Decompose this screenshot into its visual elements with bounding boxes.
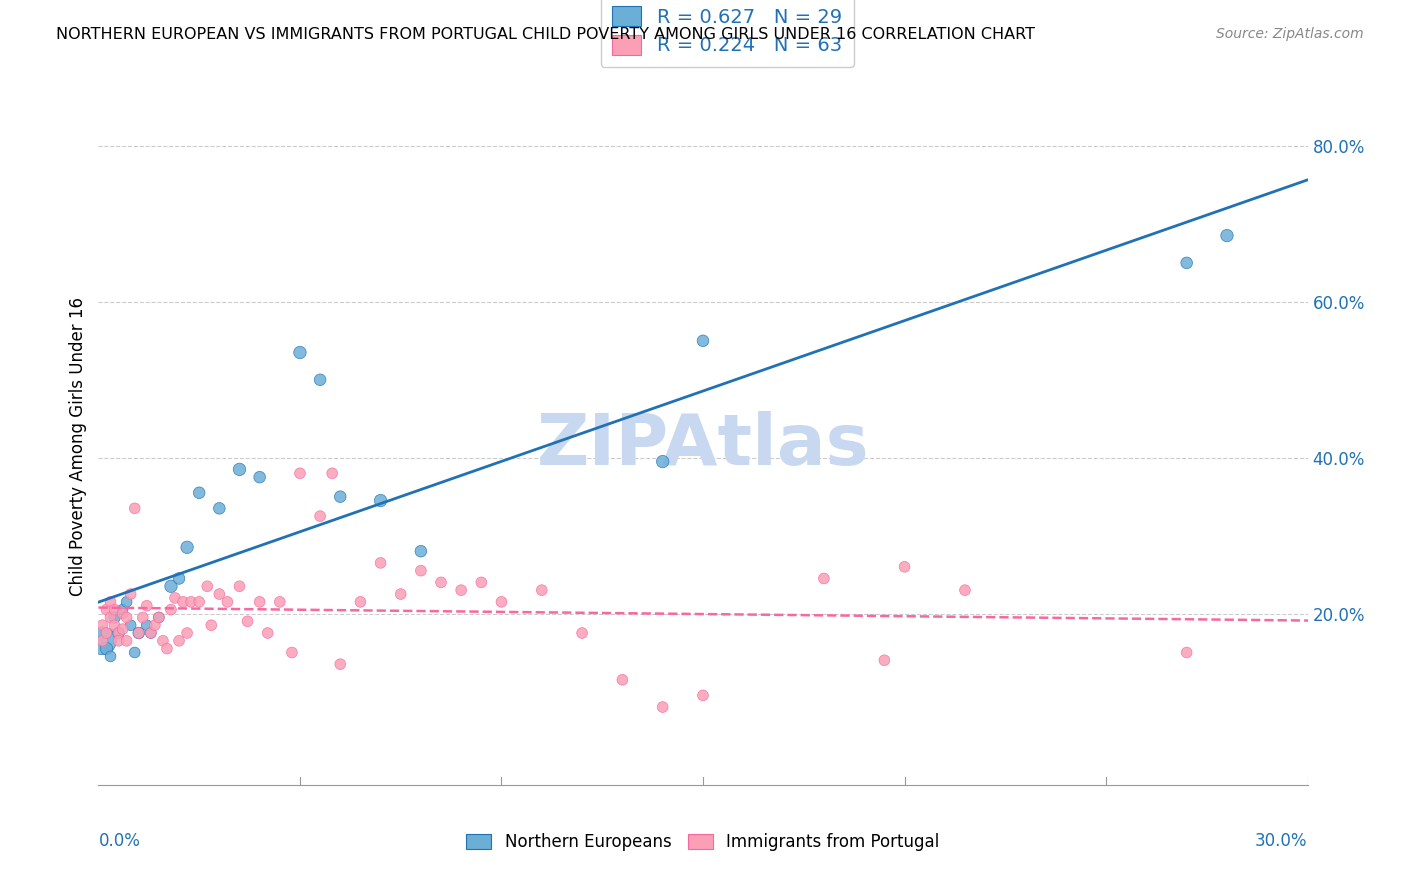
- Point: [91, 633, 114, 648]
- Point: [176, 541, 198, 555]
- Point: [132, 610, 155, 624]
- Point: [167, 633, 190, 648]
- Point: [163, 591, 186, 605]
- Point: [188, 485, 211, 500]
- Point: [269, 595, 291, 609]
- Point: [370, 493, 392, 508]
- Point: [530, 583, 553, 598]
- Y-axis label: Child Poverty Among Girls Under 16: Child Poverty Among Girls Under 16: [69, 296, 87, 596]
- Point: [111, 602, 134, 616]
- Point: [91, 633, 114, 648]
- Point: [148, 610, 170, 624]
- Point: [281, 645, 304, 659]
- Legend: Northern Europeans, Immigrants from Portugal: Northern Europeans, Immigrants from Port…: [460, 827, 946, 858]
- Point: [409, 544, 432, 558]
- Point: [135, 618, 157, 632]
- Text: Source: ZipAtlas.com: Source: ZipAtlas.com: [1216, 27, 1364, 41]
- Point: [309, 373, 332, 387]
- Point: [96, 626, 118, 640]
- Point: [1175, 256, 1198, 270]
- Point: [139, 626, 162, 640]
- Point: [651, 454, 673, 468]
- Point: [249, 595, 271, 609]
- Point: [100, 649, 122, 664]
- Point: [167, 572, 190, 586]
- Point: [124, 645, 146, 659]
- Point: [389, 587, 412, 601]
- Point: [692, 689, 714, 703]
- Point: [370, 556, 392, 570]
- Point: [148, 610, 170, 624]
- Point: [128, 626, 150, 640]
- Point: [450, 583, 472, 598]
- Point: [103, 618, 125, 632]
- Point: [1175, 645, 1198, 659]
- Point: [309, 509, 332, 524]
- Point: [188, 595, 211, 609]
- Point: [288, 345, 311, 359]
- Point: [409, 564, 432, 578]
- Point: [160, 602, 183, 616]
- Point: [120, 618, 142, 632]
- Point: [107, 626, 129, 640]
- Point: [128, 626, 150, 640]
- Point: [256, 626, 278, 640]
- Point: [470, 575, 492, 590]
- Point: [107, 626, 129, 640]
- Point: [1216, 228, 1239, 243]
- Text: 30.0%: 30.0%: [1256, 832, 1308, 850]
- Point: [115, 610, 138, 624]
- Point: [100, 610, 122, 624]
- Point: [160, 579, 183, 593]
- Point: [115, 595, 138, 609]
- Point: [103, 610, 125, 624]
- Point: [96, 641, 118, 656]
- Point: [228, 462, 250, 476]
- Point: [953, 583, 976, 598]
- Point: [651, 700, 673, 714]
- Point: [813, 572, 835, 586]
- Point: [893, 559, 915, 574]
- Point: [288, 467, 311, 481]
- Point: [195, 579, 218, 593]
- Point: [321, 467, 343, 481]
- Point: [152, 633, 174, 648]
- Point: [176, 626, 198, 640]
- Point: [107, 633, 129, 648]
- Point: [200, 618, 222, 632]
- Point: [111, 622, 134, 636]
- Point: [100, 595, 122, 609]
- Point: [491, 595, 513, 609]
- Point: [143, 618, 166, 632]
- Point: [115, 633, 138, 648]
- Point: [236, 615, 259, 629]
- Point: [96, 602, 118, 616]
- Point: [329, 657, 352, 672]
- Point: [180, 595, 202, 609]
- Point: [91, 618, 114, 632]
- Point: [217, 595, 239, 609]
- Point: [571, 626, 593, 640]
- Point: [249, 470, 271, 484]
- Point: [103, 602, 125, 616]
- Text: NORTHERN EUROPEAN VS IMMIGRANTS FROM PORTUGAL CHILD POVERTY AMONG GIRLS UNDER 16: NORTHERN EUROPEAN VS IMMIGRANTS FROM POR…: [56, 27, 1035, 42]
- Text: ZIPAtlas: ZIPAtlas: [537, 411, 869, 481]
- Point: [172, 595, 194, 609]
- Point: [156, 641, 179, 656]
- Point: [135, 599, 157, 613]
- Point: [120, 587, 142, 601]
- Point: [329, 490, 352, 504]
- Point: [111, 607, 134, 621]
- Point: [139, 626, 162, 640]
- Point: [208, 501, 231, 516]
- Point: [228, 579, 250, 593]
- Point: [349, 595, 371, 609]
- Point: [208, 587, 231, 601]
- Point: [873, 653, 896, 667]
- Text: 0.0%: 0.0%: [98, 832, 141, 850]
- Point: [692, 334, 714, 348]
- Point: [430, 575, 453, 590]
- Point: [612, 673, 634, 687]
- Point: [124, 501, 146, 516]
